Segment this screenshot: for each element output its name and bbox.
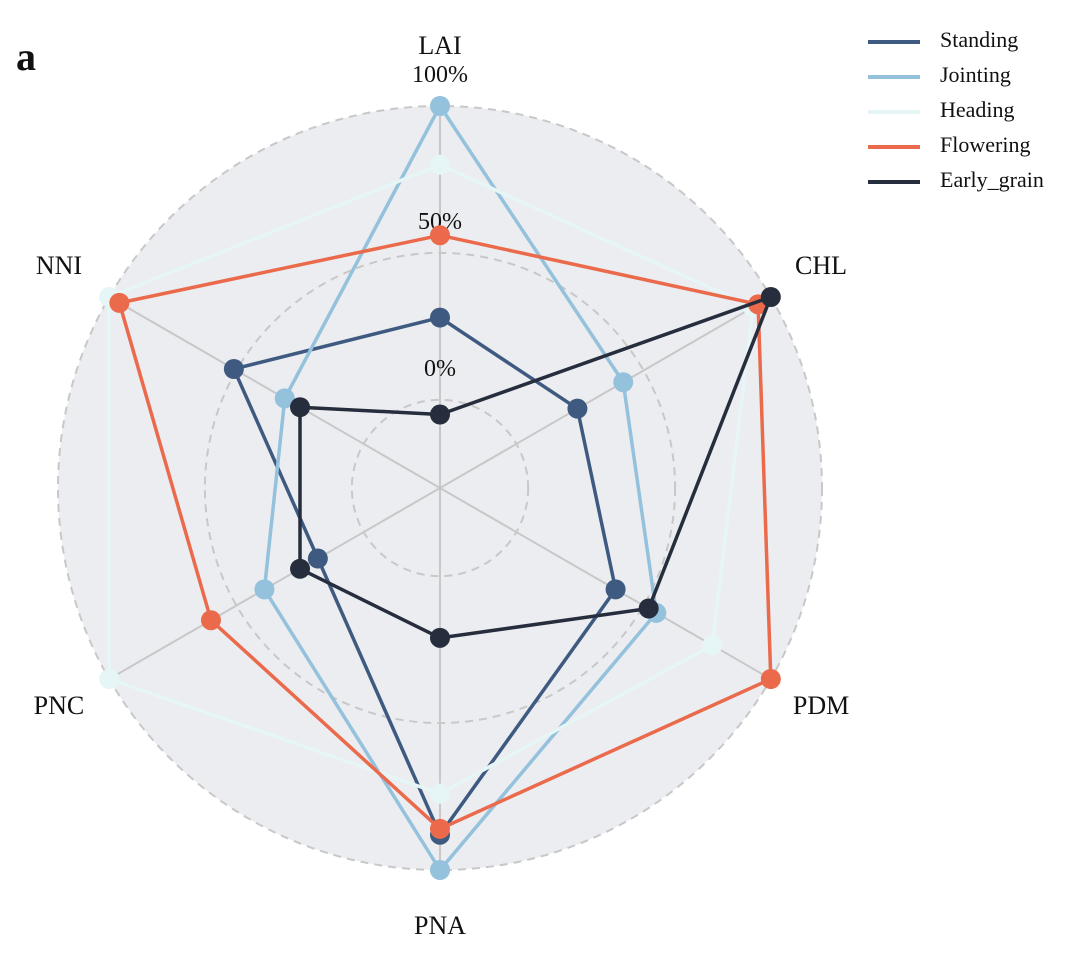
axis-label-chl: CHL bbox=[795, 251, 847, 280]
data-point-early-grain-pna bbox=[430, 627, 450, 648]
data-point-standing-pdm bbox=[605, 579, 626, 600]
data-point-standing-nni bbox=[223, 358, 244, 379]
data-point-flowering-nni bbox=[109, 292, 130, 313]
spoke-chl bbox=[439, 296, 772, 489]
data-point-early-grain-nni bbox=[290, 397, 311, 418]
data-point-flowering-pnc bbox=[200, 610, 221, 631]
data-point-flowering-pdm bbox=[760, 669, 781, 689]
tick-label: 0% bbox=[424, 356, 456, 382]
spoke-pnc bbox=[108, 487, 441, 680]
axis-label-pdm: PDM bbox=[793, 691, 849, 720]
data-point-early-grain-pdm bbox=[638, 598, 659, 619]
legend-label-standing: Standing bbox=[940, 27, 1018, 52]
legend-label-flowering: Flowering bbox=[940, 132, 1030, 157]
spoke-nni bbox=[108, 296, 441, 489]
axis-label-pnc: PNC bbox=[34, 691, 85, 720]
series-flowering bbox=[109, 225, 781, 839]
data-point-heading-pna bbox=[430, 783, 450, 804]
legend-label-jointing: Jointing bbox=[940, 62, 1011, 87]
axis-label-pna: PNA bbox=[414, 911, 466, 940]
data-point-early-grain-chl bbox=[760, 287, 781, 307]
data-point-early-grain-lai bbox=[430, 404, 450, 425]
data-point-early-grain-pnc bbox=[290, 558, 311, 579]
data-point-standing-pnc bbox=[307, 548, 328, 569]
panel-label: a bbox=[16, 34, 36, 79]
data-point-flowering-pna bbox=[430, 818, 450, 839]
data-point-flowering-lai bbox=[430, 225, 450, 246]
data-point-jointing-pna bbox=[430, 860, 450, 880]
series-jointing bbox=[254, 96, 667, 880]
data-point-heading-pdm bbox=[702, 635, 723, 656]
grid-ring-0 bbox=[350, 398, 530, 578]
data-point-heading-pnc bbox=[99, 669, 120, 689]
data-point-jointing-nni bbox=[274, 388, 295, 409]
axis-label-lai: LAI bbox=[418, 31, 461, 60]
data-point-jointing-chl bbox=[613, 372, 634, 393]
legend-label-heading: Heading bbox=[940, 97, 1015, 122]
data-point-jointing-lai bbox=[430, 96, 450, 116]
legend: Standing Jointing Heading Flowering Early_gr… bbox=[868, 27, 1044, 192]
tick-label: 100% bbox=[412, 62, 468, 88]
series-early-grain bbox=[290, 287, 781, 648]
grid-ring-50 bbox=[203, 251, 677, 725]
axis-label-nni: NNI bbox=[36, 251, 82, 280]
legend-label-early-grain: Early_grain bbox=[940, 167, 1044, 192]
data-point-standing-lai bbox=[430, 307, 450, 328]
data-point-jointing-pnc bbox=[254, 579, 275, 600]
data-point-standing-chl bbox=[567, 398, 588, 419]
data-point-heading-lai bbox=[430, 154, 450, 175]
